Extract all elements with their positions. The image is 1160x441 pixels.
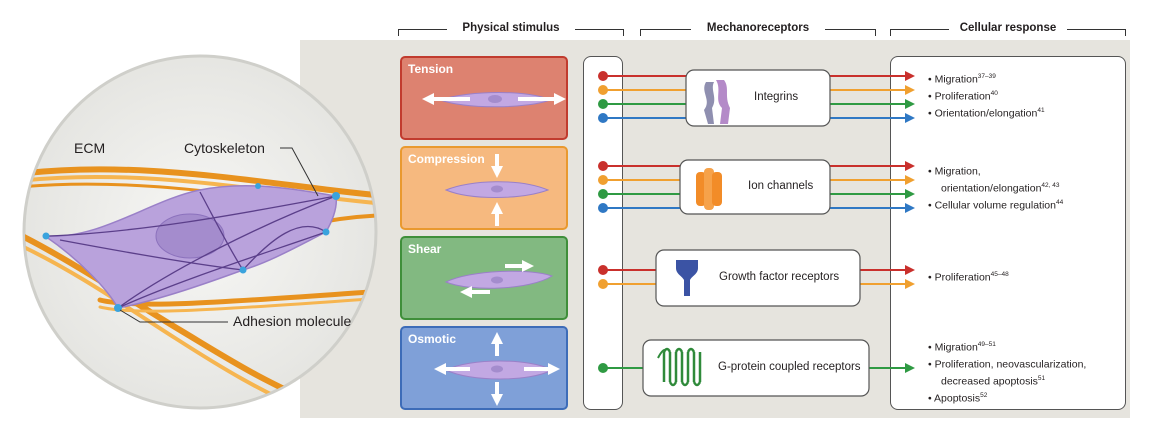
compression-glyph	[444, 154, 550, 226]
responses-gpcr: • Migration49–51 • Proliferation, neovas…	[928, 338, 1086, 406]
header-bracket	[825, 29, 876, 36]
adhesion-molecule-label: Adhesion molecule	[233, 313, 352, 329]
responses-integrins: • Migration37–39 • Proliferation40 • Ori…	[928, 70, 1045, 121]
header-physical-stimulus: Physical stimulus	[398, 22, 624, 36]
stimulus-shear-label: Shear	[408, 242, 442, 256]
response-item: • Proliferation45–48	[928, 271, 1009, 284]
cytoskeleton-label: Cytoskeleton	[184, 140, 265, 156]
header-bracket	[398, 29, 447, 36]
response-item: orientation/elongation42, 43	[941, 182, 1060, 195]
header-bracket	[1067, 29, 1126, 36]
stimulus-osmotic-label: Osmotic	[408, 332, 457, 346]
response-item: • Migration,	[928, 165, 981, 178]
osmotic-glyph	[434, 332, 560, 406]
responses-ion-channels: • Migration, orientation/elongation42, 4…	[928, 162, 1063, 213]
tension-glyph	[422, 92, 566, 108]
receptor-growth-factor-label: Growth factor receptors	[719, 271, 840, 283]
response-item: • Orientation/elongation41	[928, 107, 1045, 120]
header-mechanoreceptors-label: Mechanoreceptors	[706, 22, 810, 34]
header-bracket	[890, 29, 949, 36]
ecm-label: ECM	[74, 140, 106, 156]
header-bracket	[575, 29, 624, 36]
integrin-icon	[704, 80, 730, 124]
responses-growth-factor: • Proliferation45–48	[928, 268, 1009, 285]
gpcr-icon	[657, 347, 702, 387]
growth-factor-box-overlay	[655, 249, 861, 307]
response-item: • Proliferation, neovascularization,	[928, 358, 1087, 371]
header-cellular-response: Cellular response	[890, 22, 1126, 36]
response-item: • Cellular volume regulation44	[928, 199, 1064, 212]
adhesion-leader	[119, 309, 228, 323]
response-item: decreased apoptosis51	[941, 375, 1046, 388]
origin-dots	[598, 71, 608, 373]
receptor-integrins-label: Integrins	[754, 91, 799, 103]
receptor-ion-channels-label: Ion channels	[748, 180, 814, 192]
header-bracket	[640, 29, 691, 36]
response-item: • Proliferation40	[928, 90, 998, 103]
receptor-gpcr-label: G-protein coupled receptors	[718, 361, 861, 373]
shear-glyph	[444, 260, 554, 298]
cytoskeleton-leader	[280, 147, 319, 197]
response-item: • Migration37–39	[928, 73, 996, 86]
header-mechanoreceptors: Mechanoreceptors	[640, 22, 876, 36]
header-physical-stimulus-label: Physical stimulus	[462, 22, 560, 34]
response-item: • Migration49–51	[928, 341, 996, 354]
stimulus-compression-label: Compression	[408, 152, 485, 166]
stimulus-tension-label: Tension	[408, 62, 454, 76]
cytoskeleton-fibers	[47, 191, 337, 309]
header-cellular-response-label: Cellular response	[959, 22, 1057, 34]
response-item: • Apoptosis52	[928, 392, 988, 405]
growth-factor-receptor-icon	[676, 260, 698, 296]
ion-channel-icon	[696, 168, 722, 210]
cellular-response-box	[890, 56, 1126, 410]
